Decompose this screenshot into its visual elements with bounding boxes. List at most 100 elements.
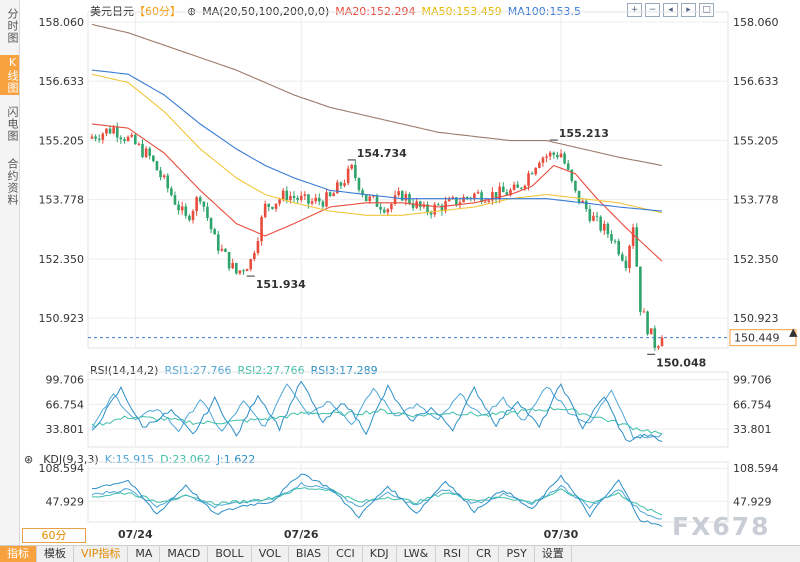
indicator-tab-4[interactable]: MACD [160,546,209,562]
candle-body-107 [476,192,480,194]
period-selector[interactable]: 60分 [22,528,86,543]
candle-body-83 [390,203,393,210]
tab-contract-info[interactable]: 合约资料 [6,158,19,206]
y-tick-right-0-3: 153.778 [733,194,779,207]
candle-body-64 [321,201,325,207]
price-annotation-3: 150.048 [656,356,706,369]
indicator-tab-5[interactable]: BOLL [208,546,252,562]
indicator-tab-8[interactable]: CCI [329,546,363,562]
rsi-params: RSI(14,14,2) [90,364,159,377]
price-annotation-1: 151.934 [256,278,306,291]
candle-body-66 [328,192,332,197]
indicator-tab-6[interactable]: VOL [252,546,289,562]
indicator-tab-11[interactable]: RSI [436,546,470,562]
indicator-tab-12[interactable]: CR [469,546,500,562]
candle-body-122 [530,173,534,175]
move-left-icon[interactable]: ◂ [663,3,678,17]
candle-body-117 [512,184,516,190]
candle-body-79 [375,195,379,207]
candle-body-23 [173,195,177,205]
target-icon[interactable]: ⊛ [24,453,34,466]
candle-body-104 [465,197,469,199]
indicator-tab-1[interactable]: 模板 [37,546,74,562]
candle-body-78 [372,195,375,197]
indicator-line-k [91,481,663,520]
candle-body-1 [94,136,97,139]
indicator-tab-0[interactable]: 指标 [0,546,37,562]
candle-body-25 [180,206,184,211]
candle-body-76 [364,195,368,202]
indicator-tab-13[interactable]: PSY [499,546,535,562]
tab-timeshare[interactable]: 分时图 [6,8,19,44]
chart-toolbar: + − ◂ ▸ □ [627,3,714,17]
candle-body-71 [346,168,350,184]
candle-body-137 [584,200,588,210]
tab-flash[interactable]: 闪电图 [6,106,19,142]
y-tick-right-0-2: 155.205 [733,134,779,147]
candle-body-58 [299,195,303,200]
candle-body-72 [350,164,354,169]
indicator-tab-10[interactable]: LW& [397,546,437,562]
candle-body-44 [249,259,253,270]
candle-body-54 [285,190,289,201]
indicator-line-rsi3 [91,380,663,443]
candle-body-6 [112,127,115,134]
y-tick-left-1-2: 33.801 [46,423,85,436]
candle-body-4 [105,128,108,134]
kdj-d-value: D:23.062 [160,453,211,466]
candle-body-62 [314,197,317,202]
last-price-label: 150.449 [734,332,780,345]
candle-body-135 [577,190,581,203]
candle-body-118 [516,184,519,188]
y-tick-right-0-1: 156.633 [733,75,779,88]
indicator-tab-2[interactable]: VIP指标 [74,546,129,562]
candle-body-59 [303,194,307,196]
indicator-tab-7[interactable]: BIAS [289,546,330,562]
zoom-out-icon[interactable]: − [645,3,660,17]
candle-body-139 [592,215,595,221]
indicator-tab-14[interactable]: 设置 [535,546,572,562]
candle-body-145 [613,240,617,242]
kdj-k-value: K:15.915 [104,453,155,466]
candle-body-29 [195,197,198,212]
y-tick-left-0-1: 156.633 [39,75,85,88]
candle-body-123 [534,167,538,175]
candle-body-75 [361,190,364,196]
candle-body-133 [570,169,574,181]
tab-kline[interactable]: K线图 [0,55,19,95]
ma-line-ma200 [91,23,663,167]
ma-line-ma50 [91,73,663,216]
candle-body-16 [148,148,152,156]
candle-body-68 [336,182,339,194]
indicator-line-d [92,487,663,516]
indicator-bar: 指标 模板 VIP指标 MA MACD BOLL VOL BIAS CCI KDJ LW& RSI CR… [0,545,800,562]
candle-body-33 [209,217,213,230]
candle-body-140 [595,215,599,217]
watermark: FX678 [672,512,771,541]
candle-body-42 [242,270,245,272]
candle-body-31 [202,201,206,207]
candle-body-30 [198,197,202,202]
candle-body-112 [494,192,498,200]
candle-body-152 [639,266,642,312]
y-tick-right-1-2: 33.801 [733,423,772,436]
indicator-tab-3[interactable]: MA [128,546,161,562]
candle-body-101 [455,197,458,206]
candle-body-20 [162,175,166,178]
move-right-icon[interactable]: ▸ [681,3,696,17]
indicator-tab-9[interactable]: KDJ [363,546,397,562]
candle-body-26 [184,206,188,216]
y-tick-left-2-0: 108.594 [39,462,85,475]
candle-body-2 [97,138,101,140]
candle-body-147 [621,254,624,261]
candle-body-96 [437,204,440,206]
candle-body-50 [271,206,274,209]
fullscreen-icon[interactable]: □ [699,3,714,17]
rsi1-value: RSI1:27.766 [164,364,232,377]
candle-body-28 [191,211,195,221]
chart-canvas[interactable]: 158.060 158.060 156.633 156.633 155.205 155.2… [0,0,800,545]
candle-body-48 [263,203,267,217]
candle-body-45 [253,253,256,260]
candle-body-47 [260,216,263,242]
zoom-in-icon[interactable]: + [627,3,642,17]
